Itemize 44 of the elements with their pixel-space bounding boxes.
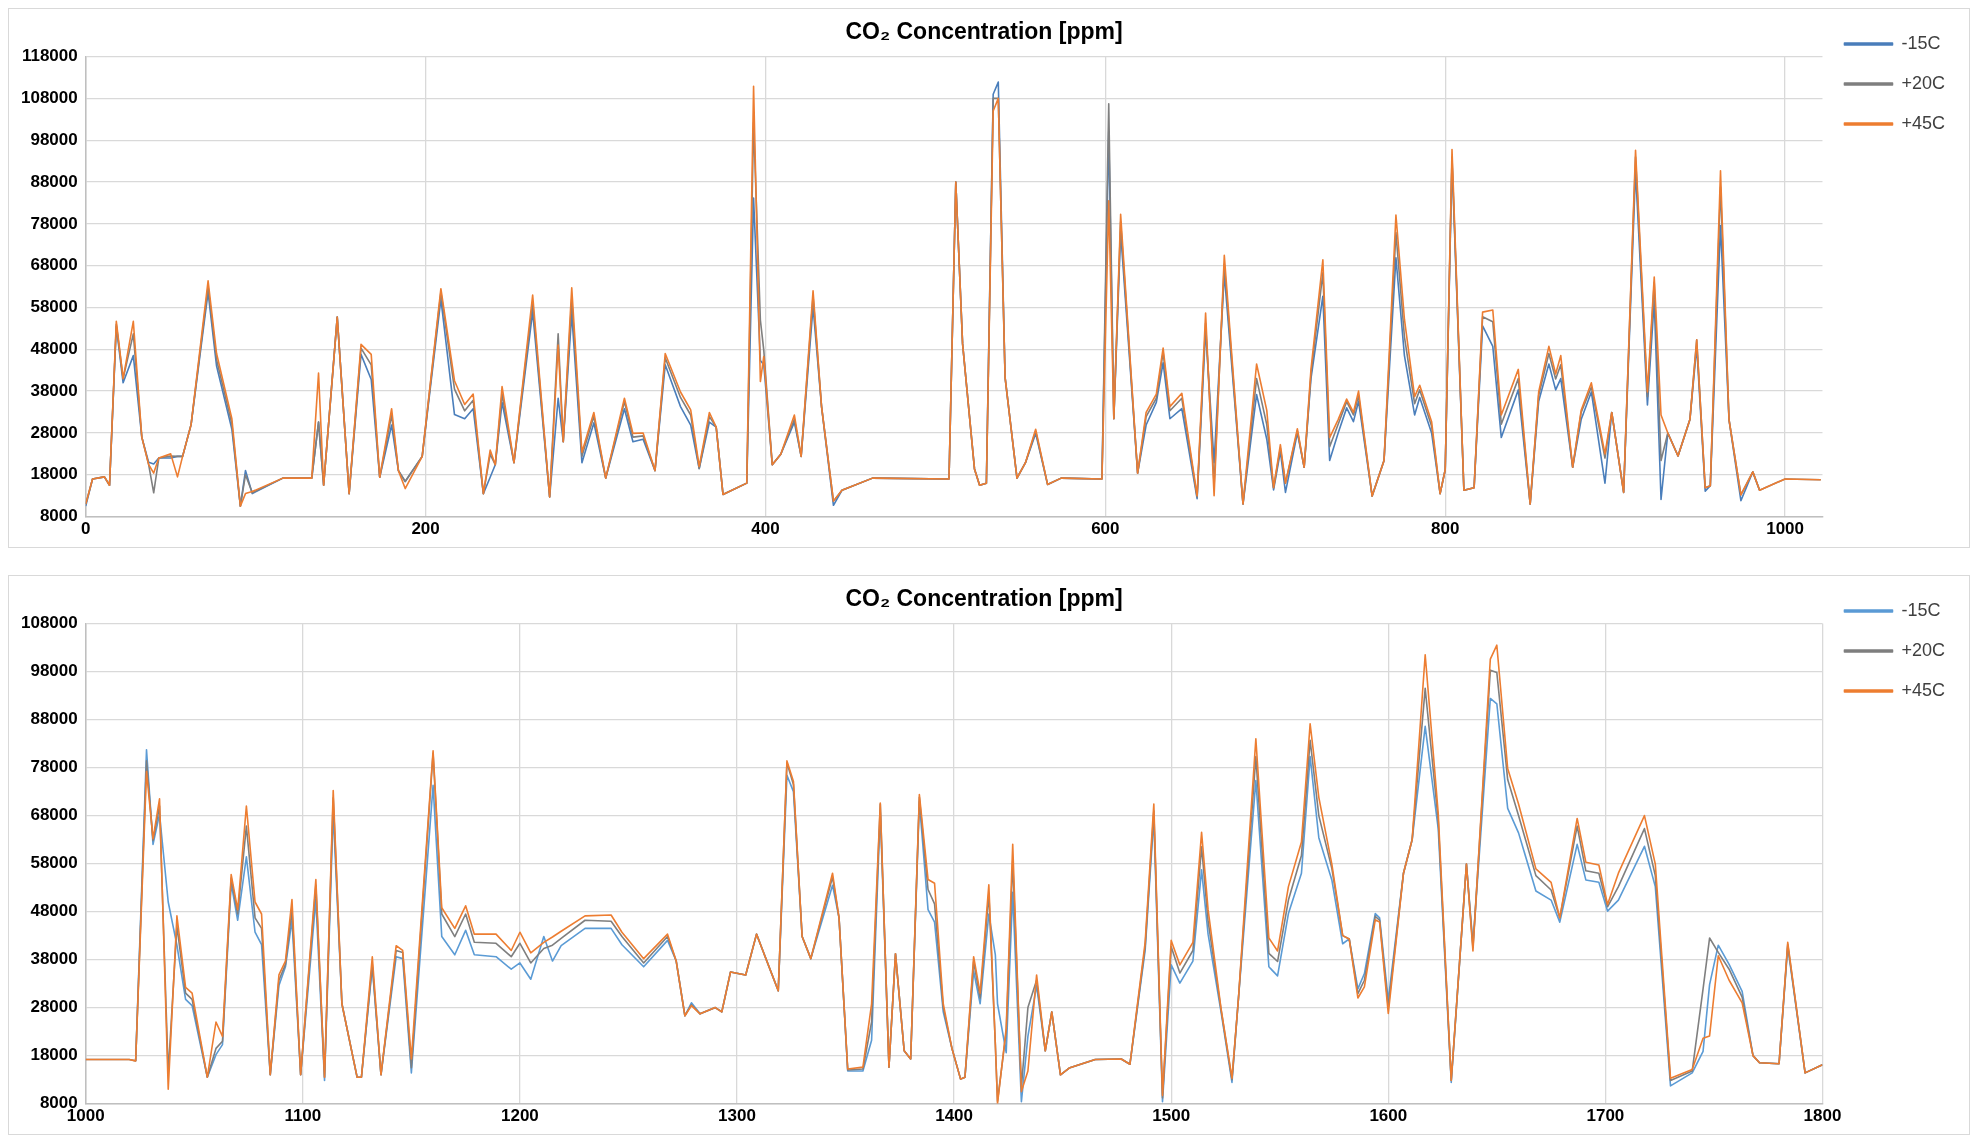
- y-tick-label: 58000: [30, 853, 78, 873]
- y-tick-label: 38000: [30, 380, 78, 400]
- chart-title: CO₂ Concentration [ppm]: [845, 18, 1123, 45]
- x-tick-label: 800: [1431, 519, 1460, 539]
- legend-label: -15C: [1901, 599, 1941, 620]
- y-tick-label: 108000: [20, 88, 78, 108]
- x-tick-label: 1300: [718, 1106, 756, 1126]
- x-tick-label: 1600: [1369, 1106, 1408, 1126]
- x-tick-label: 1400: [935, 1106, 974, 1126]
- y-tick-label: 98000: [30, 661, 78, 681]
- y-tick-label: 98000: [30, 129, 78, 149]
- y-tick-label: 58000: [30, 297, 78, 317]
- y-tick-label: 88000: [30, 171, 78, 191]
- y-tick-label: 38000: [30, 949, 78, 969]
- x-tick-label: 0: [80, 519, 91, 539]
- x-tick-label: 1000: [1766, 519, 1804, 539]
- x-tick-label: 400: [751, 519, 780, 539]
- legend-label: +45C: [1901, 112, 1946, 133]
- y-tick-label: 18000: [30, 464, 78, 484]
- y-tick-label: 48000: [30, 901, 78, 921]
- legend-label: -15C: [1901, 32, 1941, 53]
- x-tick-label: 1800: [1803, 1106, 1842, 1126]
- y-tick-label: 28000: [30, 422, 78, 442]
- x-tick-label: 1500: [1152, 1106, 1191, 1126]
- y-tick-label: 108000: [20, 613, 78, 633]
- y-tick-label: 78000: [30, 757, 78, 777]
- y-tick-label: 68000: [30, 805, 78, 825]
- x-tick-label: 1200: [501, 1106, 539, 1126]
- y-tick-label: 18000: [30, 1045, 78, 1065]
- x-tick-label: 1100: [284, 1106, 322, 1126]
- x-tick-label: 1700: [1586, 1106, 1625, 1126]
- legend-label: +20C: [1901, 72, 1946, 93]
- y-tick-label: 28000: [30, 997, 78, 1017]
- y-tick-label: 118000: [21, 46, 78, 66]
- x-tick-label: 600: [1091, 519, 1120, 539]
- chart-title: CO₂ Concentration [ppm]: [845, 585, 1123, 612]
- y-tick-label: 88000: [30, 709, 78, 729]
- legend-label: +20C: [1901, 639, 1946, 660]
- y-tick-label: 48000: [30, 339, 78, 359]
- y-tick-label: 8000: [39, 506, 78, 526]
- y-tick-label: 78000: [30, 213, 78, 233]
- y-tick-label: 68000: [30, 255, 78, 275]
- legend-label: +45C: [1901, 679, 1946, 700]
- x-tick-label: 200: [411, 519, 440, 539]
